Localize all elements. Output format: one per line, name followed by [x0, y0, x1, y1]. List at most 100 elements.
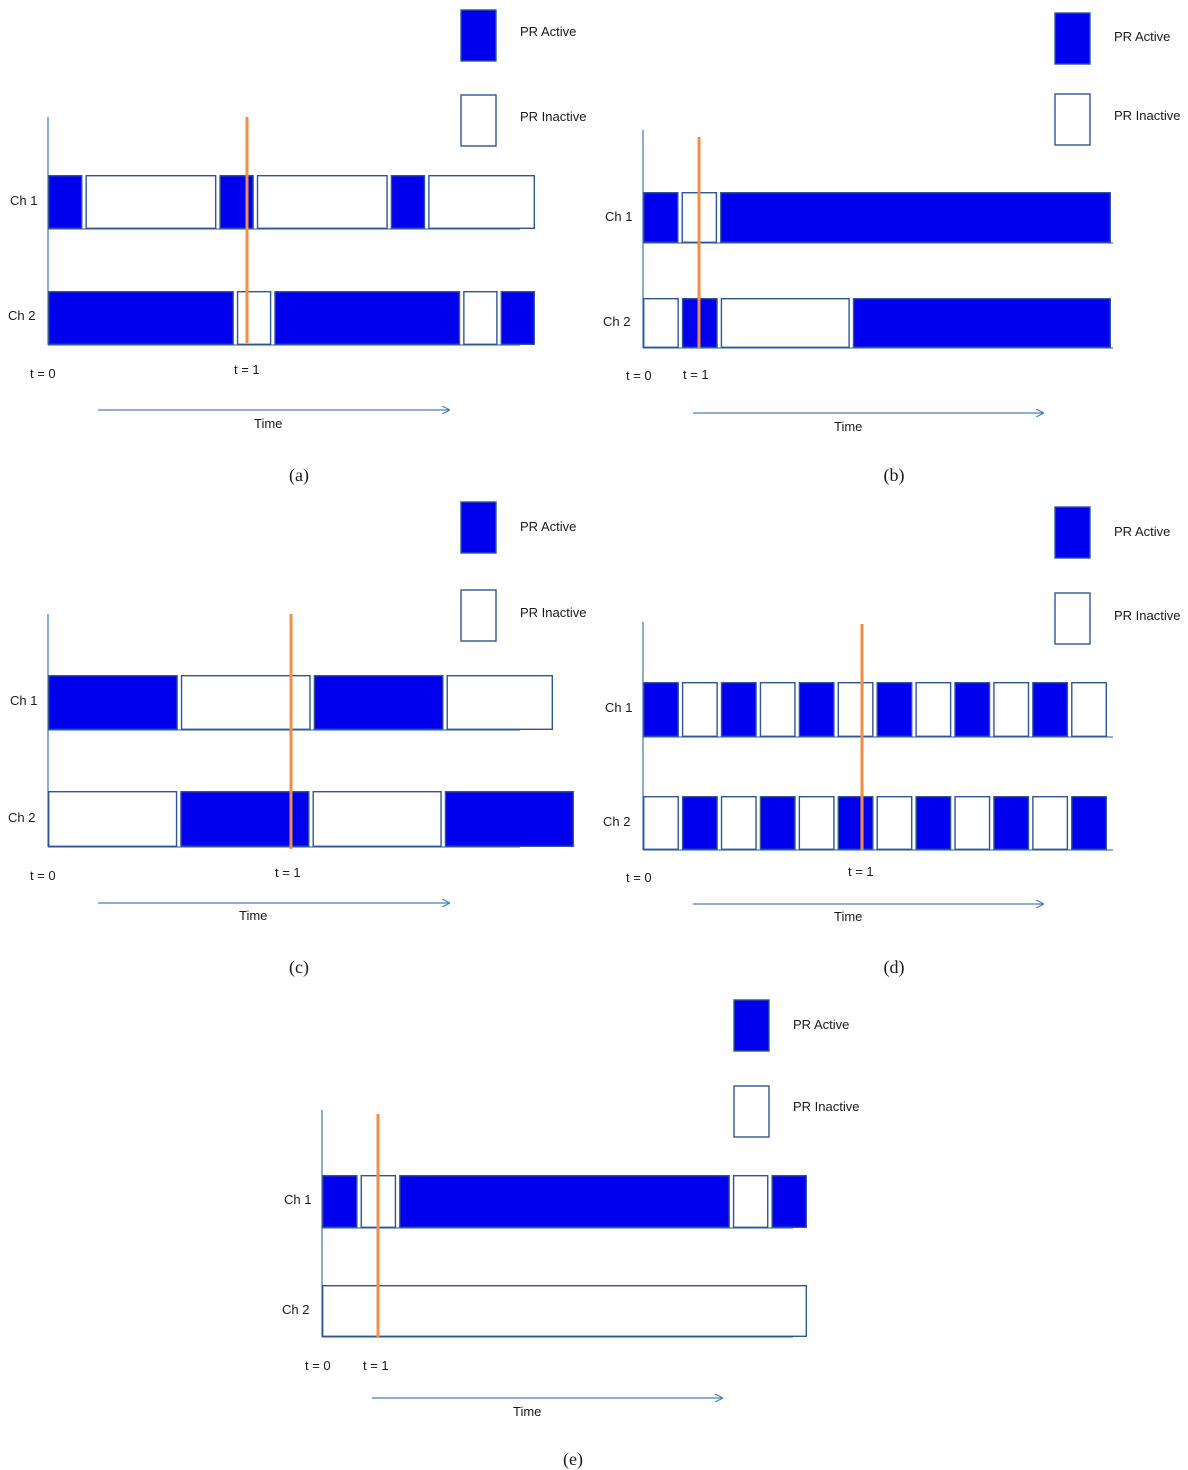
- t1-label: t = 1: [234, 362, 260, 377]
- panel-c: Ch 1 Ch 2 t = 0 t = 1 Time (c) PR Active PR Ina…: [8, 501, 586, 978]
- inactive-block-ch1: [732, 1174, 769, 1228]
- inactive-block-ch1: [837, 682, 874, 738]
- legend-inactive-label: PR Inactive: [1114, 108, 1180, 123]
- active-block-ch2: [759, 796, 796, 851]
- inactive-block-ch2: [954, 796, 991, 851]
- active-block-ch2: [180, 791, 310, 848]
- inactive-block-ch2: [643, 796, 679, 851]
- ch2-label: Ch 2: [603, 814, 630, 829]
- t1-label: t = 1: [363, 1358, 389, 1373]
- active-block-ch1: [643, 682, 679, 738]
- inactive-block-ch1: [1071, 682, 1107, 738]
- legend-inactive-swatch: [1054, 592, 1091, 645]
- legend-active-swatch: [460, 501, 497, 554]
- legend-inactive-label: PR Inactive: [793, 1099, 859, 1114]
- active-block-ch2: [915, 796, 952, 851]
- legend-inactive-label: PR Inactive: [520, 109, 586, 124]
- legend-active-swatch: [1054, 506, 1091, 559]
- inactive-block-ch1: [681, 682, 718, 738]
- panel-d: Ch 1 Ch 2 t = 0 t = 1 Time (d) PR Active PR Ina…: [603, 506, 1180, 978]
- t0-label: t = 0: [626, 368, 652, 383]
- active-block-ch2: [274, 291, 461, 346]
- active-block-ch1: [720, 191, 1111, 243]
- inactive-block-ch2: [236, 291, 272, 346]
- panel-caption: (b): [884, 465, 905, 486]
- inactive-block-ch2: [720, 796, 757, 851]
- active-block-ch1: [954, 682, 991, 738]
- panel-e: Ch 1 Ch 2 t = 0 t = 1 Time (e) PR Active PR Ina…: [282, 999, 859, 1470]
- t0-label: t = 0: [626, 870, 652, 885]
- active-block-ch2: [993, 796, 1030, 851]
- time-label: Time: [834, 909, 862, 924]
- active-block-ch1: [720, 682, 757, 738]
- legend-active-label: PR Active: [793, 1017, 849, 1032]
- panel-caption: (e): [563, 1449, 583, 1470]
- legend: PR Active PR Inactive: [733, 999, 859, 1138]
- legend-inactive-swatch: [460, 589, 497, 642]
- legend-active-swatch: [460, 9, 497, 62]
- active-block-ch2: [444, 791, 575, 848]
- active-block-ch1: [48, 675, 178, 731]
- panel-caption: (a): [289, 465, 309, 486]
- legend-inactive-swatch: [460, 94, 497, 147]
- active-block-ch1: [1032, 682, 1069, 738]
- active-block-ch1: [48, 174, 83, 229]
- inactive-block-ch1: [85, 174, 217, 229]
- legend-active-swatch: [1054, 12, 1091, 65]
- legend-active-label: PR Active: [520, 519, 576, 534]
- panel-caption: (c): [289, 957, 309, 978]
- panel-caption: (d): [884, 957, 905, 978]
- active-block-ch1: [771, 1174, 808, 1228]
- inactive-block-ch2: [48, 791, 178, 848]
- time-label: Time: [513, 1404, 541, 1419]
- ch2-label: Ch 2: [282, 1302, 309, 1317]
- legend-inactive-swatch: [1054, 93, 1091, 146]
- ch2-label: Ch 2: [8, 308, 35, 323]
- panel-a: Ch 1 Ch 2 t = 0 t = 1 Time (a) PR Active PR Ina…: [8, 9, 586, 486]
- active-block-ch2: [500, 291, 536, 346]
- legend-active-label: PR Active: [1114, 29, 1170, 44]
- active-block-ch2: [681, 796, 718, 851]
- ch2-label: Ch 2: [8, 810, 35, 825]
- active-block-ch1: [643, 191, 679, 243]
- inactive-block-ch1: [915, 682, 952, 738]
- active-block-ch2: [837, 796, 874, 851]
- inactive-block-ch1: [446, 675, 553, 731]
- legend-active-label: PR Active: [1114, 524, 1170, 539]
- inactive-block-ch2: [798, 796, 835, 851]
- legend-active-label: PR Active: [520, 24, 576, 39]
- ch1-label: Ch 1: [10, 193, 37, 208]
- legend-inactive-label: PR Inactive: [520, 605, 586, 620]
- t1-label: t = 1: [848, 864, 874, 879]
- inactive-block-ch1: [428, 174, 536, 229]
- ch1-label: Ch 1: [284, 1192, 311, 1207]
- legend: PR Active PR Inactive: [1054, 506, 1180, 645]
- legend-inactive-label: PR Inactive: [1114, 608, 1180, 623]
- legend: PR Active PR Inactive: [460, 9, 586, 147]
- inactive-block-ch1: [256, 174, 388, 229]
- inactive-block-ch1: [180, 675, 311, 731]
- inactive-block-ch2: [322, 1284, 808, 1337]
- ch2-label: Ch 2: [603, 314, 630, 329]
- ch1-label: Ch 1: [605, 700, 632, 715]
- active-block-ch1: [390, 174, 426, 229]
- active-block-ch1: [876, 682, 913, 738]
- time-label: Time: [834, 419, 862, 434]
- legend-active-swatch: [733, 999, 770, 1052]
- active-block-ch1: [399, 1174, 730, 1228]
- t0-label: t = 0: [30, 366, 56, 381]
- t0-label: t = 0: [305, 1358, 331, 1373]
- inactive-block-ch2: [463, 291, 498, 346]
- active-block-ch1: [798, 682, 835, 738]
- active-block-ch1: [313, 675, 444, 731]
- active-block-ch1: [322, 1174, 358, 1228]
- legend: PR Active PR Inactive: [460, 501, 586, 642]
- inactive-block-ch2: [643, 298, 679, 349]
- inactive-block-ch2: [876, 796, 913, 851]
- time-label: Time: [239, 908, 267, 923]
- legend: PR Active PR Inactive: [1054, 12, 1180, 146]
- active-block-ch2: [48, 291, 234, 346]
- time-label: Time: [254, 416, 282, 431]
- legend-inactive-swatch: [733, 1085, 770, 1138]
